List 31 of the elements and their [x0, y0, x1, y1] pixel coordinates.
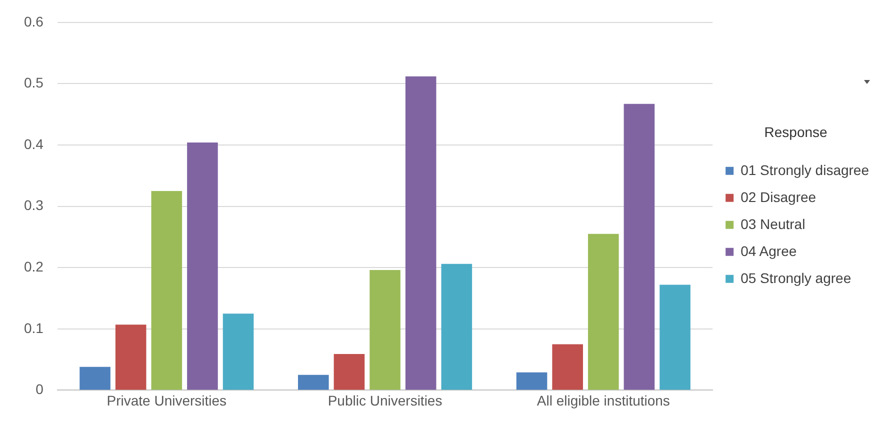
bar [624, 104, 655, 390]
bar [298, 374, 329, 390]
y-tick-label: 0.6 [24, 13, 44, 30]
legend-title: Response [764, 124, 828, 140]
bar [552, 344, 583, 390]
y-tick-label: 0.5 [24, 74, 44, 91]
legend-label: 02 Disagree [740, 188, 816, 205]
bar [441, 264, 472, 390]
legend-label: 05 Strongly agree [740, 270, 852, 286]
legend-label: 03 Neutral [740, 216, 806, 232]
bar [115, 324, 146, 390]
x-tick-label: All eligible institutions [536, 392, 670, 408]
y-tick-label: 0.4 [24, 136, 44, 152]
bar [334, 354, 365, 390]
legend-label: 04 Agree [740, 242, 797, 259]
bar [588, 234, 619, 390]
x-tick-label: Public Universities [328, 392, 442, 408]
bar [660, 284, 690, 390]
bar [187, 142, 218, 390]
y-tick-label: 0.1 [24, 320, 44, 336]
bar [80, 366, 110, 390]
bar [405, 76, 436, 390]
x-tick-label: Private Universities [106, 392, 227, 408]
bar [222, 314, 254, 390]
bar [370, 270, 400, 390]
y-tick-label: 0.2 [24, 258, 44, 274]
bar [516, 372, 548, 390]
legend-label: 01 Strongly disagree [740, 162, 870, 178]
y-tick-label: 0.3 [24, 197, 44, 214]
y-tick-label: 0 [36, 381, 44, 398]
bar [151, 190, 182, 390]
